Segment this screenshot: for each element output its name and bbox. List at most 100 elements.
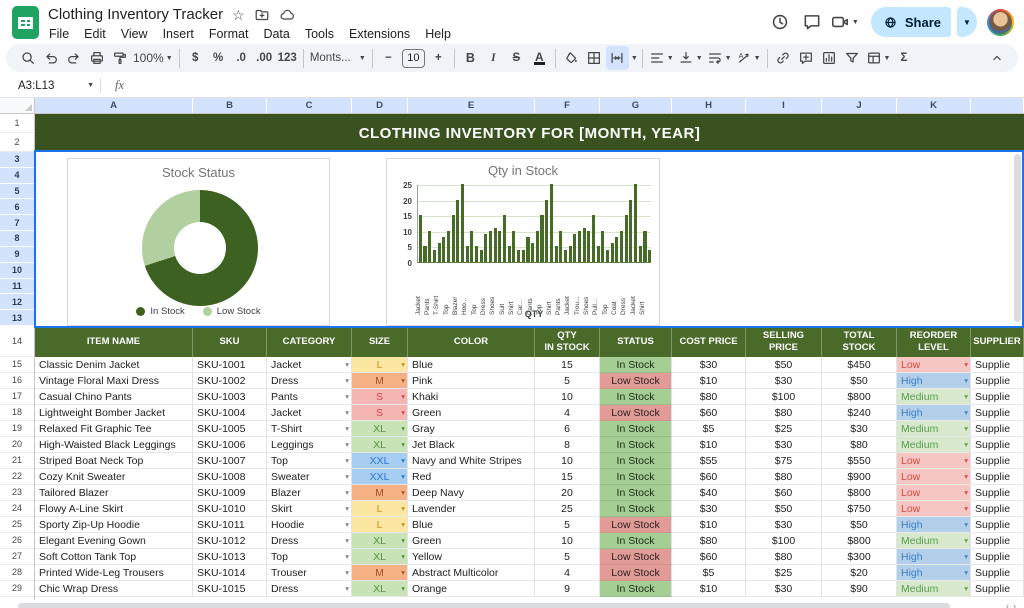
cell-qty-in-stock[interactable]: 8 <box>535 437 600 453</box>
cell-status[interactable]: In Stock <box>600 437 672 453</box>
cell-sku[interactable]: SKU-1011 <box>193 517 267 533</box>
menu-insert[interactable]: Insert <box>162 27 194 41</box>
cell-sku[interactable]: SKU-1009 <box>193 485 267 501</box>
dropdown-arrow-icon[interactable]: ▾ <box>401 455 405 465</box>
dropdown-arrow-icon[interactable]: ▾ <box>964 567 968 577</box>
cell-color[interactable]: Lavender <box>408 501 535 517</box>
row-header-22[interactable]: 22 <box>0 469 34 485</box>
insert-comment-button[interactable] <box>795 46 818 70</box>
cell-qty-in-stock[interactable]: 15 <box>535 357 600 373</box>
title-banner-cell[interactable]: CLOTHING INVENTORY FOR [MONTH, YEAR] <box>35 114 1024 152</box>
cell-selling-price[interactable]: $75 <box>746 453 822 469</box>
cell-supplier[interactable]: Supplie <box>971 389 1024 405</box>
cell-size[interactable]: XXL ▾ <box>352 469 408 485</box>
dropdown-arrow-icon[interactable]: ▾ <box>345 535 349 545</box>
decrease-decimal-button[interactable]: .0 <box>236 52 246 64</box>
dropdown-arrow-icon[interactable]: ▾ <box>345 455 349 465</box>
cell-total-stock[interactable]: $800 <box>822 533 897 549</box>
cell-item-name[interactable]: Lightweight Bomber Jacket <box>35 405 193 421</box>
format-currency-button[interactable]: $ <box>191 52 199 64</box>
text-rotation-button[interactable]: A ▼ <box>734 46 763 70</box>
header-cell-supplier[interactable]: SUPPLIER <box>971 326 1024 357</box>
cell-cost-price[interactable]: $30 <box>672 357 746 373</box>
cell-status[interactable]: Low Stock <box>600 549 672 565</box>
table-button[interactable]: ▼ <box>864 46 893 70</box>
bold-button[interactable]: B <box>465 51 475 65</box>
cell-color[interactable]: Green <box>408 533 535 549</box>
cell-supplier[interactable]: Supplie <box>971 453 1024 469</box>
cell-supplier[interactable]: Supplie <box>971 565 1024 581</box>
cell-item-name[interactable]: Tailored Blazer <box>35 485 193 501</box>
cell-sku[interactable]: SKU-1002 <box>193 373 267 389</box>
cell-category[interactable]: Dress ▾ <box>267 581 352 597</box>
cell-status[interactable]: In Stock <box>600 357 672 373</box>
merge-cells-button[interactable] <box>605 46 629 70</box>
dropdown-arrow-icon[interactable]: ▾ <box>964 503 968 513</box>
dropdown-arrow-icon[interactable]: ▾ <box>345 503 349 513</box>
dropdown-arrow-icon[interactable]: ▾ <box>964 375 968 385</box>
cell-item-name[interactable]: Elegant Evening Gown <box>35 533 193 549</box>
cell-cost-price[interactable]: $60 <box>672 469 746 485</box>
cell-total-stock[interactable]: $30 <box>822 421 897 437</box>
cell-size[interactable]: XL ▾ <box>352 549 408 565</box>
cell-selling-price[interactable]: $100 <box>746 389 822 405</box>
dropdown-arrow-icon[interactable]: ▾ <box>964 519 968 529</box>
paint-format-button[interactable] <box>108 46 131 70</box>
dropdown-arrow-icon[interactable]: ▾ <box>964 551 968 561</box>
collapse-toolbar-button[interactable] <box>985 46 1008 70</box>
cell-cost-price[interactable]: $10 <box>672 373 746 389</box>
cell-qty-in-stock[interactable]: 10 <box>535 533 600 549</box>
row-header-19[interactable]: 19 <box>0 421 34 437</box>
cell-color[interactable]: Jet Black <box>408 437 535 453</box>
cell-category[interactable]: Skirt ▾ <box>267 501 352 517</box>
cell-cost-price[interactable]: $5 <box>672 565 746 581</box>
cell-selling-price[interactable]: $80 <box>746 469 822 485</box>
cell-total-stock[interactable]: $50 <box>822 373 897 389</box>
cell-status[interactable]: In Stock <box>600 533 672 549</box>
cell-cost-price[interactable]: $60 <box>672 405 746 421</box>
comments-button[interactable] <box>798 8 826 36</box>
header-cell-status[interactable]: STATUS <box>600 326 672 357</box>
horizontal-scroll-arrows[interactable]: ‹› <box>1006 601 1020 608</box>
cell-cost-price[interactable]: $40 <box>672 485 746 501</box>
cell-color[interactable]: Blue <box>408 517 535 533</box>
cell-size[interactable]: L ▾ <box>352 517 408 533</box>
dropdown-arrow-icon[interactable]: ▾ <box>401 567 405 577</box>
dropdown-arrow-icon[interactable]: ▾ <box>401 359 405 369</box>
cell-qty-in-stock[interactable]: 5 <box>535 373 600 389</box>
cell-qty-in-stock[interactable]: 6 <box>535 421 600 437</box>
cell-total-stock[interactable]: $300 <box>822 549 897 565</box>
cell-item-name[interactable]: Casual Chino Pants <box>35 389 193 405</box>
dropdown-arrow-icon[interactable]: ▾ <box>345 439 349 449</box>
row-header-1[interactable]: 1 <box>0 114 34 133</box>
dropdown-arrow-icon[interactable]: ▾ <box>345 471 349 481</box>
cell-total-stock[interactable]: $90 <box>822 581 897 597</box>
dropdown-arrow-icon[interactable]: ▾ <box>964 407 968 417</box>
cell-category[interactable]: Dress ▾ <box>267 533 352 549</box>
decrease-font-size-button[interactable]: − <box>384 52 392 64</box>
column-header-D[interactable]: D <box>352 98 408 113</box>
version-history-button[interactable] <box>766 8 794 36</box>
cell-sku[interactable]: SKU-1005 <box>193 421 267 437</box>
menu-edit[interactable]: Edit <box>84 27 106 41</box>
cell-sku[interactable]: SKU-1007 <box>193 453 267 469</box>
cell-size[interactable]: L ▾ <box>352 357 408 373</box>
header-cell-cost-price[interactable]: COST PRICE <box>672 326 746 357</box>
dropdown-arrow-icon[interactable]: ▾ <box>401 583 405 593</box>
cell-reorder-level[interactable]: Medium ▾ <box>897 437 971 453</box>
cell-cost-price[interactable]: $10 <box>672 437 746 453</box>
cell-supplier[interactable]: Supplie <box>971 469 1024 485</box>
row-header-10[interactable]: 10 <box>0 262 34 279</box>
dropdown-arrow-icon[interactable]: ▾ <box>401 407 405 417</box>
cell-reorder-level[interactable]: Medium ▾ <box>897 533 971 549</box>
cell-supplier[interactable]: Supplie <box>971 517 1024 533</box>
cell-category[interactable]: Jacket ▾ <box>267 357 352 373</box>
cell-color[interactable]: Abstract Multicolor <box>408 565 535 581</box>
cell-total-stock[interactable]: $50 <box>822 517 897 533</box>
cell-item-name[interactable]: Relaxed Fit Graphic Tee <box>35 421 193 437</box>
cell-color[interactable]: Khaki <box>408 389 535 405</box>
cell-cost-price[interactable]: $30 <box>672 501 746 517</box>
merge-arrow-icon[interactable]: ▼ <box>630 54 638 62</box>
menu-extensions[interactable]: Extensions <box>349 27 411 41</box>
cloud-status-icon[interactable] <box>279 7 295 23</box>
